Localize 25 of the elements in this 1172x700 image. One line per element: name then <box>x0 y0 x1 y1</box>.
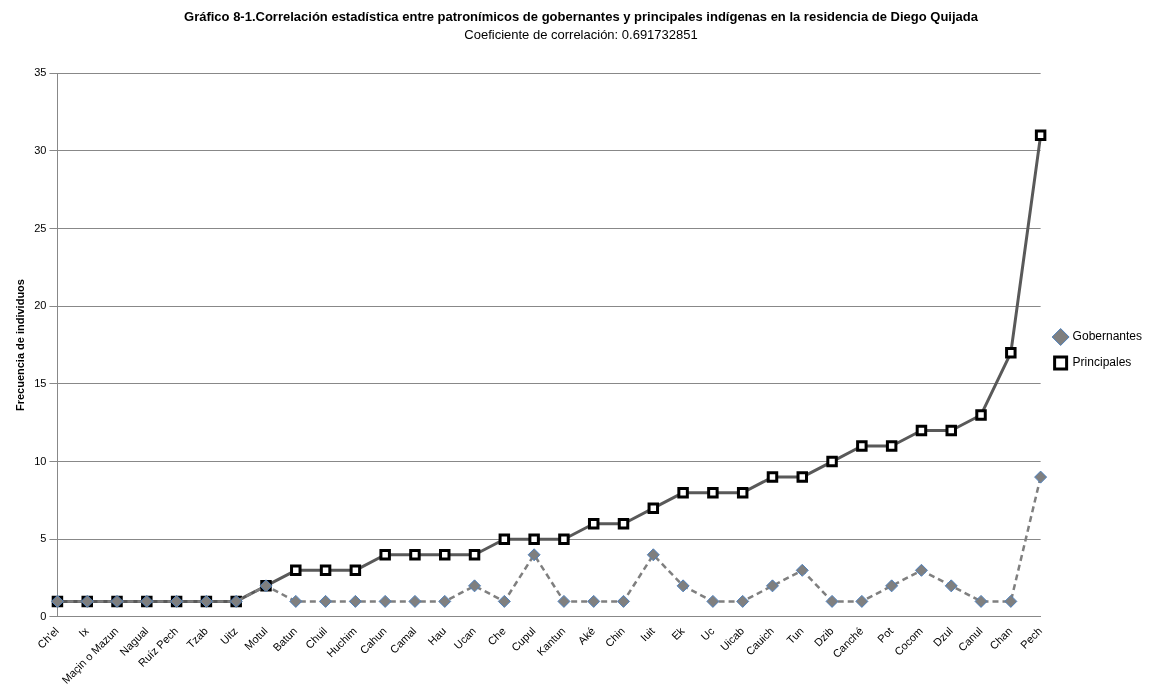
chart-title: Gráfico 8-1.Correlación estadística entre patronímicos de gobernantes y principales indígenas en la residencia de Diego Quijada <box>184 9 979 25</box>
chart-subtitle: Coeficiente de correlación: 0.691732851 <box>464 26 698 42</box>
x-tick-label: Aké <box>575 624 598 647</box>
y-tick-label: 5 <box>40 532 47 545</box>
x-tick-label: Che <box>485 624 508 648</box>
y-tick-label: 20 <box>34 299 47 312</box>
y-tick-label: 0 <box>40 609 47 622</box>
y-tick-label: 15 <box>34 376 47 389</box>
x-tick-label: Ix <box>76 624 92 640</box>
legend-label: Principales <box>1072 355 1132 370</box>
y-axis-title: Frecuencia de individuos <box>13 279 26 412</box>
y-tick-label: 25 <box>34 221 47 234</box>
legend-label: Gobernantes <box>1072 329 1143 344</box>
x-tick-label: Iuit <box>637 624 657 644</box>
x-tick-label: Chin <box>602 624 628 650</box>
y-tick-label: 10 <box>34 454 47 467</box>
x-tick-label: Tzab <box>184 624 210 651</box>
x-tick-label: Uitz <box>217 624 240 647</box>
y-tick-label: 30 <box>34 143 47 156</box>
x-tick-label: Uc <box>698 624 717 643</box>
y-tick-label: 35 <box>34 66 47 79</box>
x-tick-label: Hau <box>425 624 449 648</box>
x-tick-label: Ek <box>669 624 687 643</box>
x-tick-label: Pot <box>875 624 896 645</box>
x-tick-label: Tun <box>784 624 806 647</box>
